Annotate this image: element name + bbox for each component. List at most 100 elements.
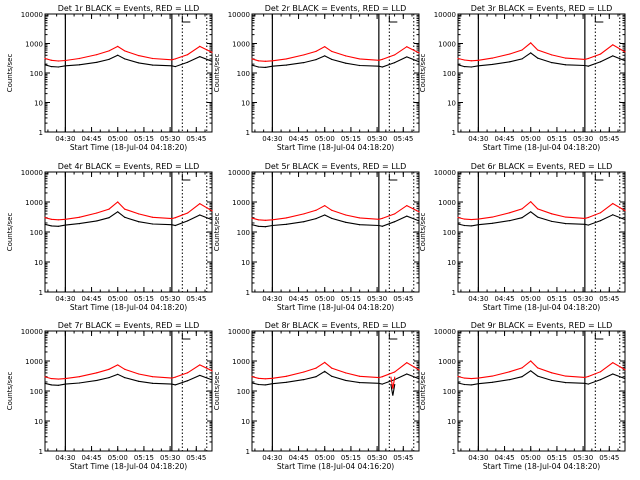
series-point-events xyxy=(418,61,420,63)
series-point-events xyxy=(359,224,361,226)
series-point-events xyxy=(117,54,119,56)
chart-panel-1: Det 1r BLACK = Events, RED = LLD 1 10 100 10… xyxy=(6,4,213,152)
series-point-events xyxy=(171,65,173,67)
series-point-events xyxy=(457,382,459,384)
series-point-events xyxy=(565,223,567,225)
series-point-lld xyxy=(315,50,317,52)
x-tick-label: 04:30 xyxy=(468,295,488,303)
y-tick-label: 1 xyxy=(452,289,456,297)
flag-marker xyxy=(388,174,398,181)
series-point-lld xyxy=(271,219,273,221)
series-point-events xyxy=(509,61,511,63)
series-point-events xyxy=(124,216,126,218)
series-point-lld xyxy=(264,60,266,62)
series-point-lld xyxy=(359,375,361,377)
y-tick-label: 1000 xyxy=(25,199,43,207)
x-tick-label: 05:15 xyxy=(134,135,154,143)
series-point-events xyxy=(359,382,361,384)
series-point-events xyxy=(264,66,266,68)
series-point-events xyxy=(584,382,586,384)
series-point-events xyxy=(78,223,80,225)
series-point-events xyxy=(64,224,66,226)
series-point-events xyxy=(463,65,466,68)
series-point-lld xyxy=(251,58,253,60)
series-point-events xyxy=(138,221,140,223)
x-tick-label: 04:30 xyxy=(468,454,488,462)
series-point-events xyxy=(612,55,614,57)
x-tick-label: 05:15 xyxy=(547,295,567,303)
series-point-events xyxy=(587,224,589,226)
x-tick-label: 05:00 xyxy=(108,454,128,462)
series-point-events xyxy=(624,60,626,62)
series-point-lld xyxy=(303,54,305,56)
series-point-lld xyxy=(587,57,589,60)
plot-frame xyxy=(44,13,213,133)
series-point-events xyxy=(57,66,59,68)
series-point-lld xyxy=(463,377,466,379)
series-point-lld xyxy=(285,217,287,219)
series-point-lld xyxy=(50,59,53,61)
x-tick-label: 04:45 xyxy=(81,295,101,303)
y-tick-label: 1000 xyxy=(438,358,456,366)
series-point-events xyxy=(315,376,317,378)
series-point-events xyxy=(381,383,383,385)
x-tick-label: 04:30 xyxy=(262,454,282,462)
series-point-lld xyxy=(57,378,59,380)
y-tick-label: 10 xyxy=(447,259,456,267)
x-tick-label: 05:30 xyxy=(367,295,387,303)
series-point-lld xyxy=(477,377,479,379)
series-point-lld xyxy=(491,57,493,59)
series-point-lld xyxy=(599,212,602,214)
chart-panel-4: Det 4r BLACK = Events, RED = LLD 1 10 100 10… xyxy=(6,162,213,312)
y-tick-label: 10000 xyxy=(21,169,43,177)
plot-frame xyxy=(251,171,420,293)
series-point-lld xyxy=(171,377,173,379)
series-point-lld xyxy=(186,54,189,56)
x-axis-label: Start Time (18-Jul-04 04:18:20) xyxy=(483,462,600,471)
y-tick-label: 10 xyxy=(447,100,456,108)
series-point-lld xyxy=(57,219,59,221)
series-point-lld xyxy=(612,202,614,205)
y-tick-label: 10 xyxy=(447,418,456,426)
x-tick-label: 05:00 xyxy=(108,135,128,143)
series-point-lld xyxy=(537,208,539,210)
chart-title: Det 6r BLACK = Events, RED = LLD xyxy=(471,162,613,171)
series-point-lld xyxy=(96,212,98,214)
series-point-events xyxy=(96,379,98,382)
chart-panel-3: Det 3r BLACK = Events, RED = LLD 1 10 100 10… xyxy=(419,4,626,152)
series-point-lld xyxy=(186,372,189,374)
series-point-lld xyxy=(345,372,347,374)
series-point-events xyxy=(211,379,213,381)
x-tick-label: 04:45 xyxy=(494,454,514,462)
series-point-lld xyxy=(624,369,626,371)
series-point-events xyxy=(271,224,273,227)
series-point-events xyxy=(406,373,408,375)
series-line-lld xyxy=(251,361,420,380)
chart-title: Det 7r BLACK = Events, RED = LLD xyxy=(58,321,200,330)
series-point-lld xyxy=(303,213,305,215)
x-tick-label: 04:45 xyxy=(288,295,308,303)
series-point-events xyxy=(477,383,479,385)
x-tick-label: 05:45 xyxy=(186,295,206,303)
series-point-lld xyxy=(324,46,326,48)
series-point-lld xyxy=(565,57,567,59)
plot-frame xyxy=(44,330,213,452)
chart-panel-8: Det 8r BLACK = Events, RED = LLD 1 10 100 10… xyxy=(213,321,420,471)
series-point-events xyxy=(78,382,80,384)
x-tick-label: 05:30 xyxy=(367,454,387,462)
series-point-lld xyxy=(152,216,154,218)
x-tick-label: 05:45 xyxy=(599,454,619,462)
y-tick-label: 1 xyxy=(39,129,43,137)
y-tick-label: 100 xyxy=(237,388,250,396)
series-point-events xyxy=(315,217,317,220)
series-point-lld xyxy=(393,54,396,56)
y-tick-label: 10000 xyxy=(434,169,456,177)
series-point-events xyxy=(174,65,176,68)
y-tick-label: 10000 xyxy=(434,11,456,19)
series-point-lld xyxy=(521,367,523,369)
series-point-lld xyxy=(378,59,380,61)
y-tick-label: 1 xyxy=(39,289,43,297)
series-point-lld xyxy=(124,50,126,52)
flag-marker xyxy=(594,174,604,181)
